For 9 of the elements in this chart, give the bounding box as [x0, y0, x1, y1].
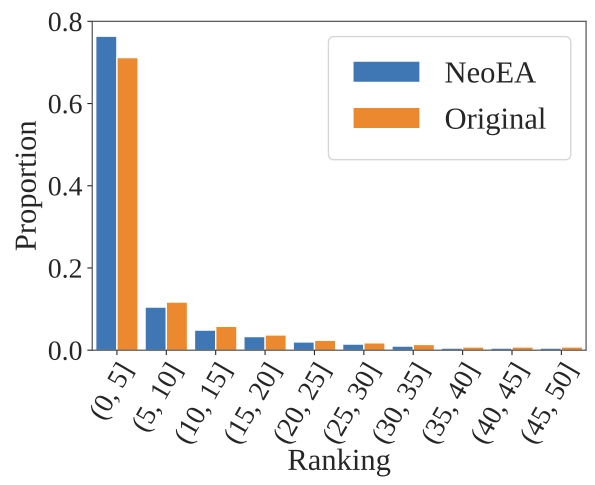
y-tick-label: 0.2 — [48, 259, 81, 278]
legend-label: NeoEA — [445, 62, 536, 83]
y-tick-label: 0.6 — [48, 94, 82, 114]
y-tick-label: 0.8 — [48, 12, 82, 32]
y-tick-label: 0.4 — [48, 176, 82, 196]
y-tick-label: 0.0 — [48, 341, 82, 360]
y-axis-title: Proportion — [15, 120, 42, 250]
legend-label: Original — [446, 107, 546, 136]
x-axis-title: Ranking — [288, 448, 390, 476]
